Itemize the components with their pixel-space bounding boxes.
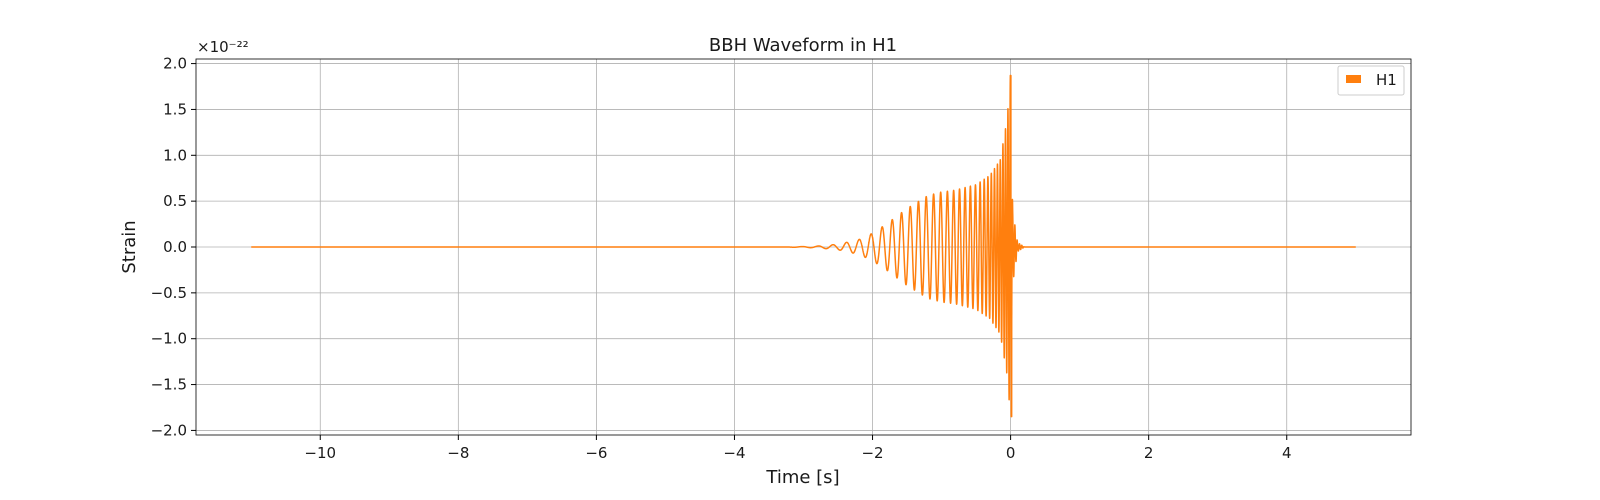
x-axis-label: Time [s]: [765, 467, 839, 488]
x-tick-label: 0: [1006, 444, 1016, 462]
legend-box: [1337, 65, 1405, 96]
x-tick-label: 2: [1144, 444, 1154, 462]
ticks: −10 −8 −6 −4 −2 0 2 4 −2.0 −1.5 −1.0 −0.5 0.0 0.5 1.0 1…: [151, 55, 1292, 462]
y-tick-label: 0.5: [163, 192, 187, 210]
y-tick-label: 2.0: [163, 55, 187, 73]
chart-title: BBH Waveform in H1: [709, 35, 897, 56]
x-tick-label: −10: [304, 444, 336, 462]
x-tick-label: −2: [861, 444, 883, 462]
y-tick-label: −1.5: [151, 376, 187, 394]
y-axis-offset-text: ×10⁻²²: [197, 38, 249, 56]
y-tick-label: 1.0: [163, 146, 187, 164]
y-tick-label: 1.5: [163, 100, 187, 118]
legend-label-h1: H1: [1376, 71, 1397, 89]
series-layer: [250, 74, 1357, 418]
legend-swatch-h1: [1346, 75, 1361, 83]
x-tick-label: −4: [723, 444, 745, 462]
y-tick-label: −1.0: [151, 330, 187, 348]
x-tick-label: −8: [447, 444, 469, 462]
y-tick-label: 0.0: [163, 238, 187, 256]
y-axis-label: Strain: [119, 220, 140, 273]
grid: [196, 59, 1411, 435]
x-tick-label: 4: [1282, 444, 1292, 462]
legend: H1: [1337, 65, 1405, 96]
x-tick-label: −6: [585, 444, 607, 462]
series-line-h1: [250, 74, 1357, 418]
y-tick-label: −0.5: [151, 284, 187, 302]
y-tick-label: −2.0: [151, 421, 187, 439]
